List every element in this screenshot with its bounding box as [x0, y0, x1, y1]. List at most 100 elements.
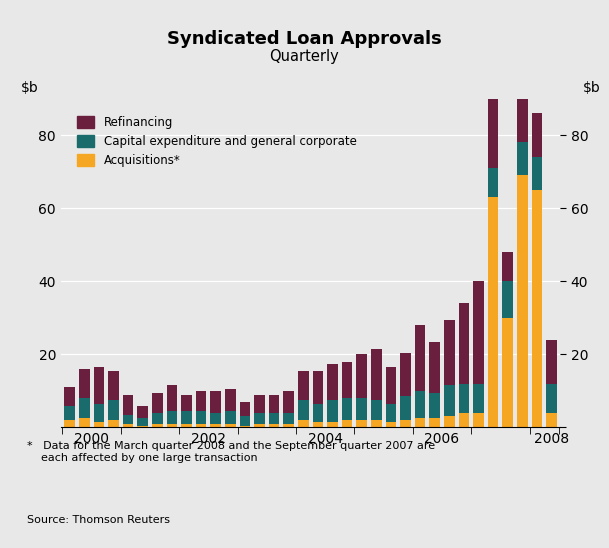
Bar — [269, 413, 280, 424]
Bar — [123, 415, 133, 424]
Bar — [415, 325, 425, 391]
Bar — [400, 420, 410, 427]
Bar — [94, 422, 104, 427]
Bar — [65, 387, 75, 406]
Bar — [371, 349, 382, 400]
Bar — [211, 424, 221, 427]
Bar — [517, 142, 527, 175]
Bar — [79, 369, 90, 398]
Bar — [196, 424, 206, 427]
Bar — [225, 389, 236, 411]
Bar — [79, 418, 90, 427]
Bar — [532, 157, 542, 190]
Bar — [254, 424, 265, 427]
Bar — [488, 168, 498, 197]
Bar — [196, 391, 206, 411]
Text: $b: $b — [582, 81, 600, 95]
Bar — [79, 398, 90, 418]
Bar — [502, 252, 513, 281]
Bar — [327, 400, 338, 422]
Bar — [546, 384, 557, 413]
Bar — [429, 341, 440, 393]
Bar — [312, 404, 323, 422]
Bar — [225, 411, 236, 424]
Bar — [356, 398, 367, 420]
Bar — [152, 393, 163, 413]
Bar — [444, 385, 454, 416]
Legend: Refinancing, Capital expenditure and general corporate, Acquisitions*: Refinancing, Capital expenditure and gen… — [72, 111, 361, 172]
Bar — [108, 371, 119, 400]
Bar — [371, 400, 382, 420]
Bar — [254, 395, 265, 413]
Bar — [532, 113, 542, 157]
Bar — [312, 422, 323, 427]
Bar — [502, 281, 513, 318]
Bar — [152, 413, 163, 424]
Bar — [400, 352, 410, 396]
Bar — [269, 395, 280, 413]
Bar — [327, 422, 338, 427]
Bar — [196, 411, 206, 424]
Bar — [94, 404, 104, 422]
Bar — [94, 367, 104, 404]
Bar — [123, 395, 133, 415]
Bar — [167, 424, 177, 427]
Bar — [385, 404, 396, 422]
Bar — [239, 416, 250, 426]
Bar — [167, 411, 177, 424]
Text: Source: Thomson Reuters: Source: Thomson Reuters — [27, 515, 171, 525]
Bar — [385, 367, 396, 404]
Bar — [167, 385, 177, 411]
Bar — [298, 371, 309, 400]
Bar — [356, 355, 367, 398]
Bar — [138, 406, 148, 418]
Bar — [123, 424, 133, 427]
Bar — [517, 175, 527, 427]
Bar — [415, 418, 425, 427]
Bar — [517, 0, 527, 142]
Bar — [283, 424, 294, 427]
Bar — [211, 391, 221, 413]
Bar — [138, 418, 148, 426]
Bar — [269, 424, 280, 427]
Bar — [429, 393, 440, 418]
Text: $b: $b — [21, 81, 39, 95]
Bar — [546, 413, 557, 427]
Bar — [283, 413, 294, 424]
Bar — [502, 318, 513, 427]
Bar — [488, 22, 498, 168]
Bar — [371, 420, 382, 427]
Bar — [342, 398, 353, 420]
Bar — [342, 362, 353, 398]
Bar — [181, 411, 192, 424]
Text: Quarterly: Quarterly — [270, 49, 339, 64]
Bar — [546, 340, 557, 384]
Bar — [327, 363, 338, 400]
Bar — [283, 391, 294, 413]
Bar — [444, 319, 454, 385]
Bar — [181, 424, 192, 427]
Text: *   Data for the March quarter 2008 and the September quarter 2007 are
    each : * Data for the March quarter 2008 and th… — [27, 441, 435, 463]
Bar — [415, 391, 425, 418]
Bar — [473, 281, 484, 384]
Bar — [385, 422, 396, 427]
Bar — [312, 371, 323, 404]
Bar — [254, 413, 265, 424]
Bar — [108, 420, 119, 427]
Bar — [459, 413, 469, 427]
Bar — [181, 395, 192, 411]
Bar — [488, 197, 498, 427]
Bar — [342, 420, 353, 427]
Bar — [444, 416, 454, 427]
Bar — [473, 413, 484, 427]
Bar — [225, 424, 236, 427]
Bar — [298, 420, 309, 427]
Bar — [152, 424, 163, 427]
Bar — [356, 420, 367, 427]
Bar — [473, 384, 484, 413]
Bar — [65, 420, 75, 427]
Bar — [400, 396, 410, 420]
Bar — [298, 400, 309, 420]
Bar — [532, 190, 542, 427]
Bar — [239, 426, 250, 427]
